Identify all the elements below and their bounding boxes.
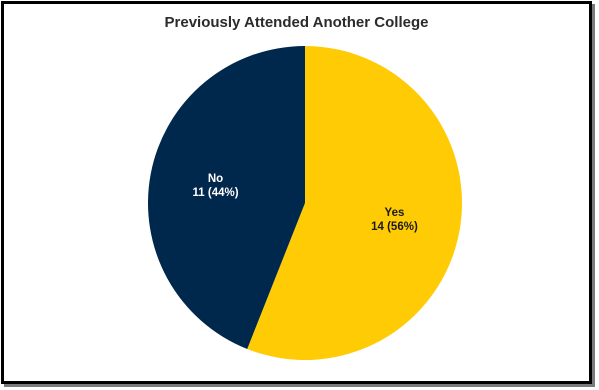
pie-slice-no (147, 46, 305, 349)
slice-label-no: No (208, 173, 223, 185)
chart-frame: Previously Attended Another College Yes 1… (1, 1, 592, 384)
pie-chart: Yes 14 (56%) No 11 (44%) (147, 46, 462, 360)
slice-value-yes: 14 (56%) (371, 221, 418, 233)
pie-slice-yes (247, 46, 462, 360)
chart-title: Previously Attended Another College (164, 14, 429, 31)
slice-label-yes: Yes (385, 207, 405, 219)
slice-value-no: 11 (44%) (193, 187, 239, 199)
